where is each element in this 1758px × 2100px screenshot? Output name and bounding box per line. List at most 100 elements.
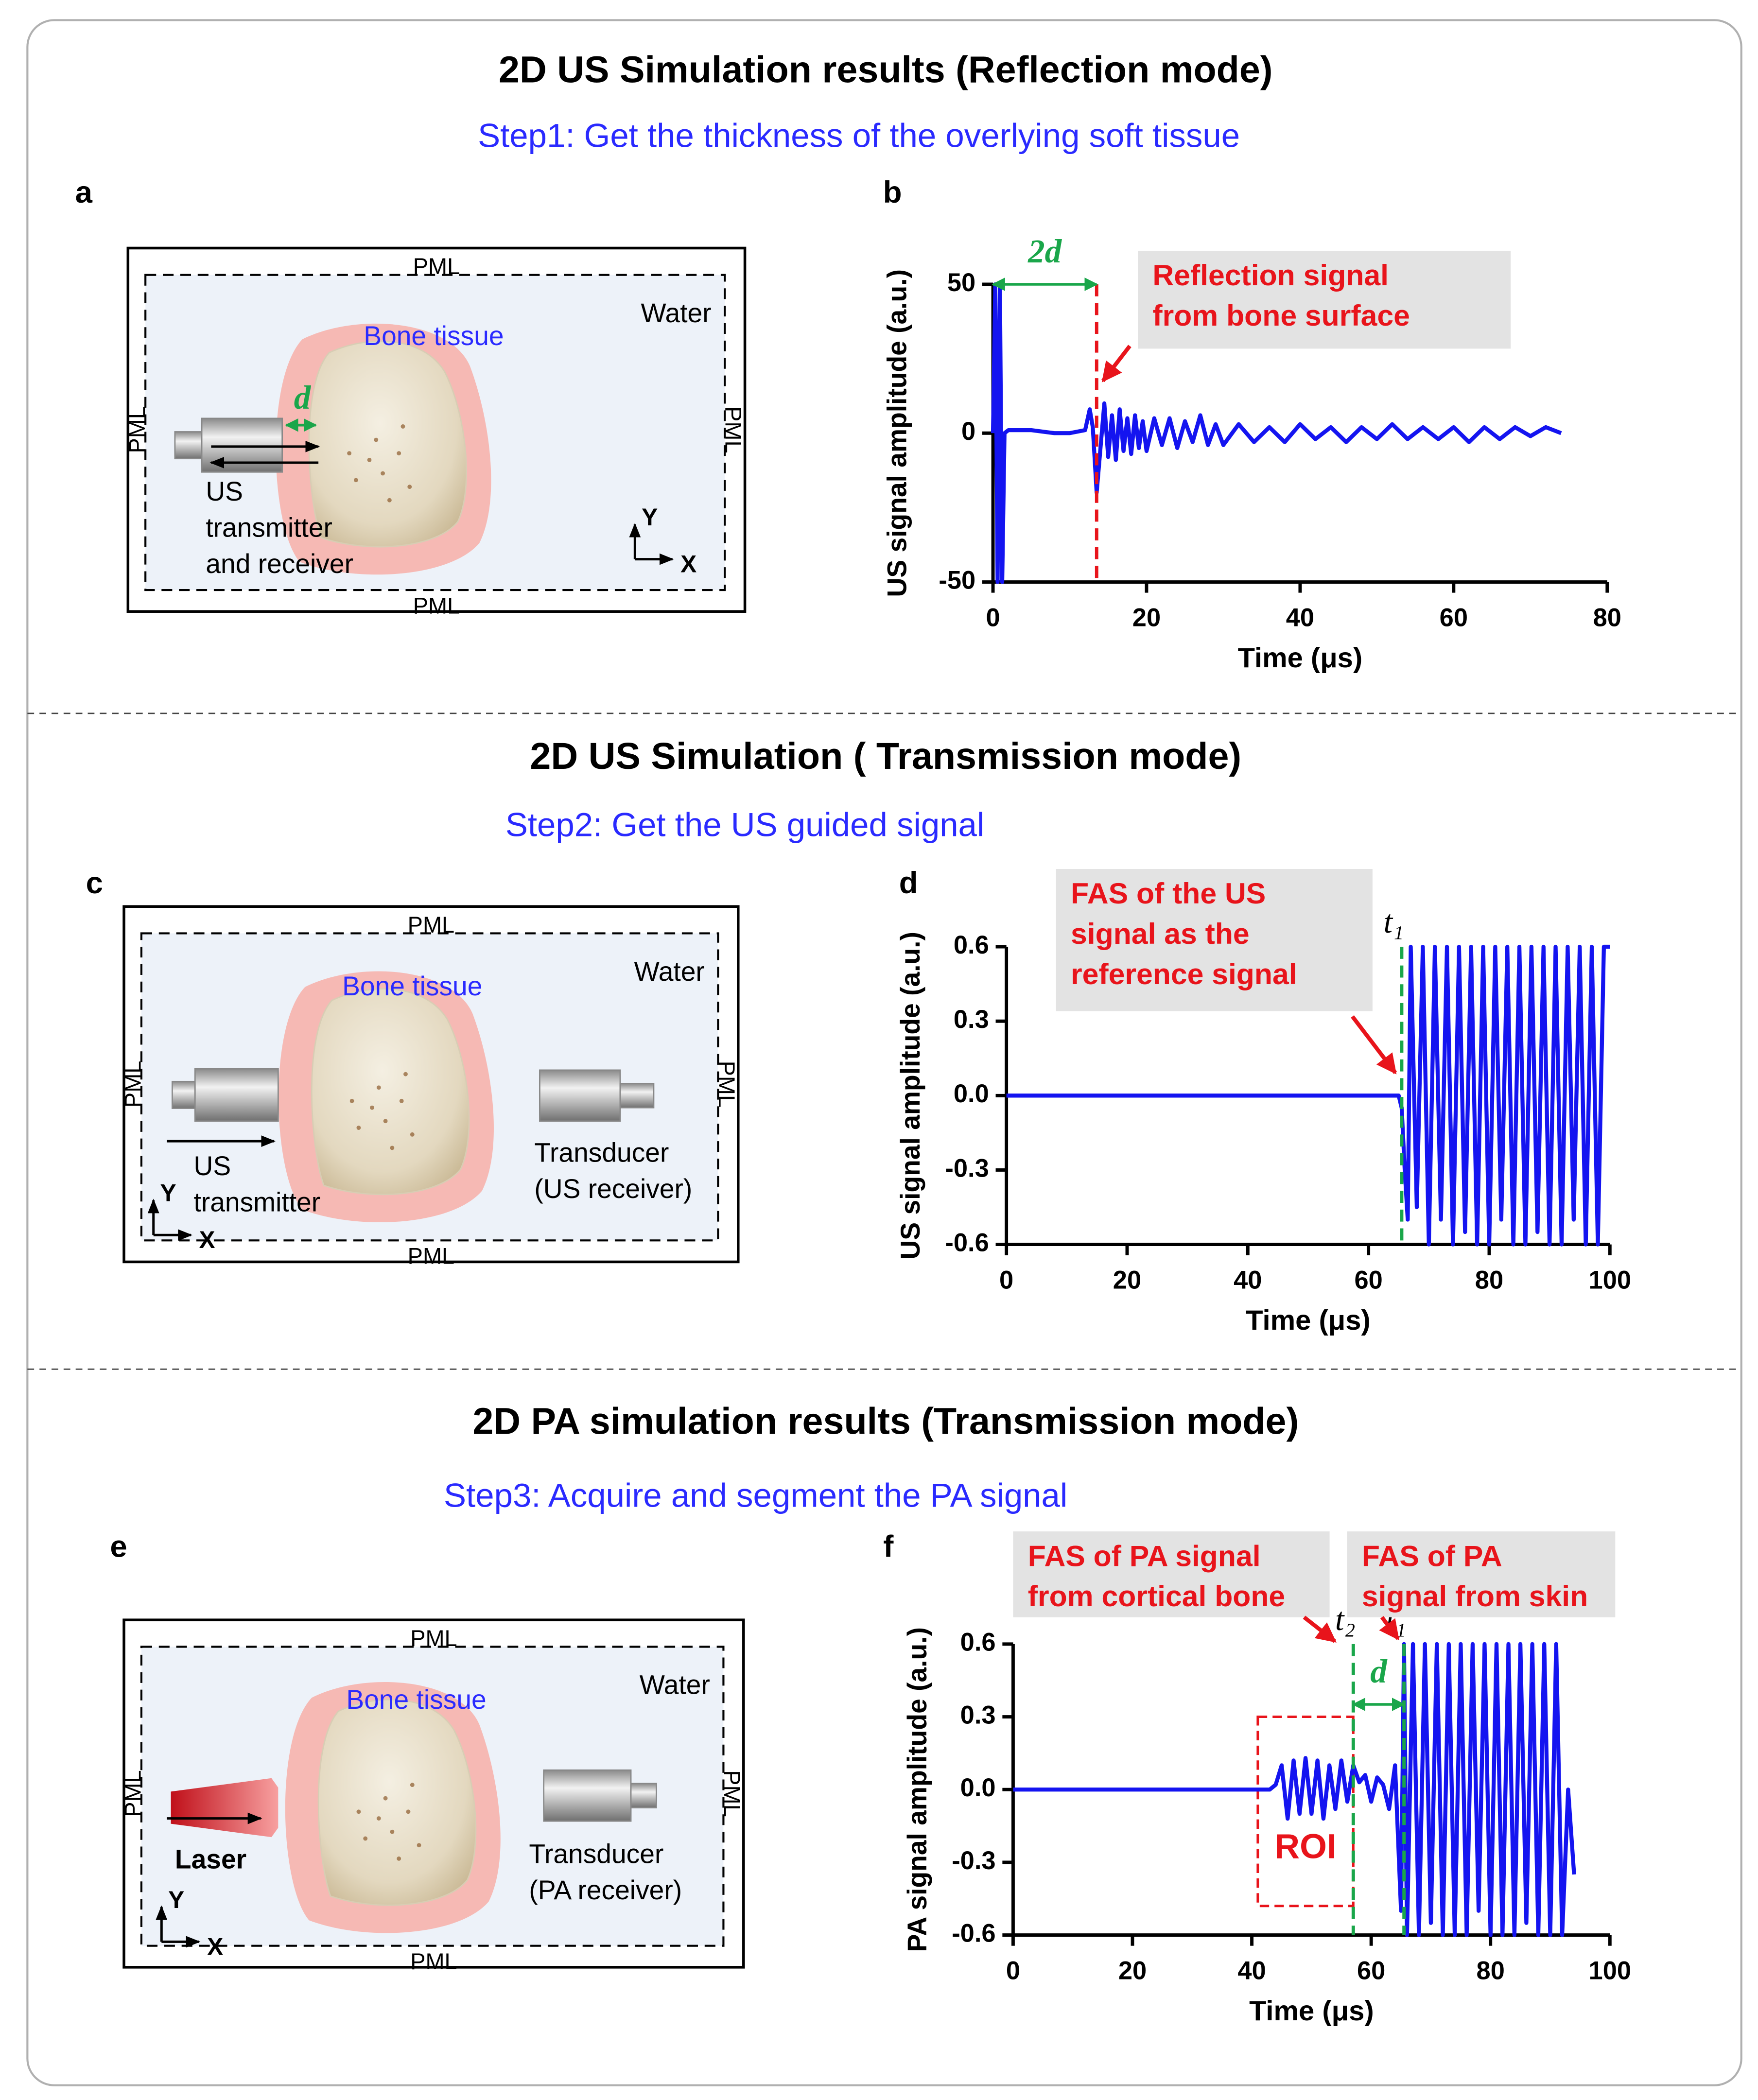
y-tick-label: 0.6 xyxy=(960,1629,996,1657)
axis-y-name: Y xyxy=(160,1180,176,1207)
transducer-nozzle xyxy=(171,1080,196,1109)
annotation-text: FAS of PA signal xyxy=(1028,1539,1261,1572)
annotation-text: reference signal xyxy=(1071,957,1297,990)
y-tick-label: 0 xyxy=(961,417,975,446)
axis-y-name: Y xyxy=(642,503,658,531)
marker-label: t₁ xyxy=(1384,904,1404,940)
y-axis-title: US signal amplitude (a.u.) xyxy=(882,269,912,597)
section-title: 2D US Simulation ( Transmission mode) xyxy=(530,735,1241,777)
pml-label: PML xyxy=(121,1770,146,1817)
pml-label: PML xyxy=(408,1244,454,1269)
x-tick-label: 20 xyxy=(1132,604,1161,632)
axis-y-name: Y xyxy=(168,1886,184,1913)
x-axis-title: Time (μs) xyxy=(1249,1996,1374,2027)
water-label: Water xyxy=(634,956,705,987)
bone-pore xyxy=(400,424,405,429)
panel-letter: d xyxy=(899,866,918,900)
bone-pore xyxy=(374,437,379,442)
pml-label: PML xyxy=(121,1061,146,1108)
x-axis-title: Time (μs) xyxy=(1246,1305,1371,1336)
bone xyxy=(308,340,467,548)
y-tick-label: 0.6 xyxy=(954,931,989,959)
x-tick-label: 80 xyxy=(1477,1957,1505,1985)
panel-letter: f xyxy=(883,1530,894,1564)
bone-pore xyxy=(417,1843,421,1848)
bone-pore xyxy=(387,498,392,503)
pml-label: PML xyxy=(714,1061,739,1108)
x-tick-label: 60 xyxy=(1354,1267,1382,1295)
step-text: Step1: Get the thickness of the overlyin… xyxy=(478,117,1240,154)
span-label: d xyxy=(1370,1653,1388,1690)
x-tick-label: 60 xyxy=(1357,1957,1385,1985)
annotation-text: Reflection signal xyxy=(1152,259,1389,292)
panel-letter: a xyxy=(75,175,93,209)
panel-letter: b xyxy=(883,175,902,209)
step-text: Step2: Get the US guided signal xyxy=(505,806,984,844)
x-tick-label: 80 xyxy=(1593,604,1621,632)
y-tick-label: -0.3 xyxy=(945,1154,989,1182)
receiver-label: Transducer xyxy=(534,1137,669,1167)
y-tick-label: 50 xyxy=(947,269,975,297)
bone-label: Bone tissue xyxy=(342,971,482,1001)
transducer-body xyxy=(201,417,283,473)
axis-x-name: X xyxy=(680,551,696,578)
signal-line xyxy=(1006,944,1610,1247)
annotation-box xyxy=(1013,1531,1330,1617)
y-tick-label: -0.6 xyxy=(945,1229,989,1257)
receiver-body xyxy=(543,1769,632,1822)
section-title: 2D US Simulation results (Reflection mod… xyxy=(499,49,1272,90)
annotation-arrow xyxy=(1351,1015,1397,1075)
bone-pore xyxy=(406,1809,411,1814)
axis-x-name: X xyxy=(199,1226,215,1253)
y-tick-label: 0.0 xyxy=(960,1774,996,1802)
annotation-box xyxy=(1347,1531,1616,1617)
step-text: Step3: Acquire and segment the PA signal xyxy=(444,1476,1067,1514)
x-tick-label: 40 xyxy=(1286,604,1314,632)
transducer-nozzle xyxy=(174,431,203,460)
signal-line xyxy=(991,282,1562,584)
x-tick-label: 80 xyxy=(1475,1267,1503,1295)
receiver-label: (PA receiver) xyxy=(529,1875,682,1905)
panel-letter: e xyxy=(110,1530,127,1564)
x-tick-label: 0 xyxy=(1006,1957,1020,1985)
source-label: US xyxy=(194,1151,231,1181)
y-tick-label: 0.3 xyxy=(954,1006,989,1034)
d-label: d xyxy=(294,379,312,416)
y-tick-label: 0.3 xyxy=(960,1701,996,1729)
bone-pore xyxy=(399,1098,404,1103)
x-tick-label: 20 xyxy=(1113,1267,1141,1295)
annotation-text: FAS of the US xyxy=(1071,877,1266,910)
bone-pore xyxy=(410,1783,415,1787)
x-tick-label: 100 xyxy=(1589,1267,1631,1295)
bone-pore xyxy=(376,1085,381,1090)
y-tick-label: -50 xyxy=(939,566,975,594)
x-tick-label: 20 xyxy=(1118,1957,1147,1985)
annotation-text: FAS of PA xyxy=(1362,1539,1502,1572)
pml-label: PML xyxy=(719,1770,745,1817)
x-tick-label: 0 xyxy=(986,604,1000,632)
receiver-label: (US receiver) xyxy=(534,1174,692,1204)
x-tick-label: 0 xyxy=(999,1267,1013,1295)
annotation-text: signal from skin xyxy=(1362,1579,1588,1613)
section-title: 2D PA simulation results (Transmission m… xyxy=(472,1401,1299,1442)
bone-label: Bone tissue xyxy=(346,1684,486,1715)
x-tick-label: 100 xyxy=(1589,1957,1631,1985)
annotation-text: signal as the xyxy=(1071,917,1250,950)
source-label: and receiver xyxy=(206,549,353,579)
y-axis-title: US signal amplitude (a.u.) xyxy=(895,932,925,1259)
pml-label: PML xyxy=(410,1949,457,1974)
y-tick-label: -0.3 xyxy=(952,1847,995,1875)
roi-box xyxy=(1256,1716,1355,1908)
bone-pore xyxy=(403,1072,408,1076)
receiver-nozzle xyxy=(630,1783,657,1808)
annotation-arrow xyxy=(1303,1615,1337,1643)
source-label: Laser xyxy=(175,1844,246,1874)
bone-pore xyxy=(383,1796,388,1801)
annotation-arrow xyxy=(1101,345,1131,382)
panel-letter: c xyxy=(86,866,103,900)
source-label: transmitter xyxy=(194,1187,321,1217)
bone-pore xyxy=(356,1809,361,1814)
pml-label: PML xyxy=(721,406,746,453)
bone-pore xyxy=(363,1836,368,1841)
